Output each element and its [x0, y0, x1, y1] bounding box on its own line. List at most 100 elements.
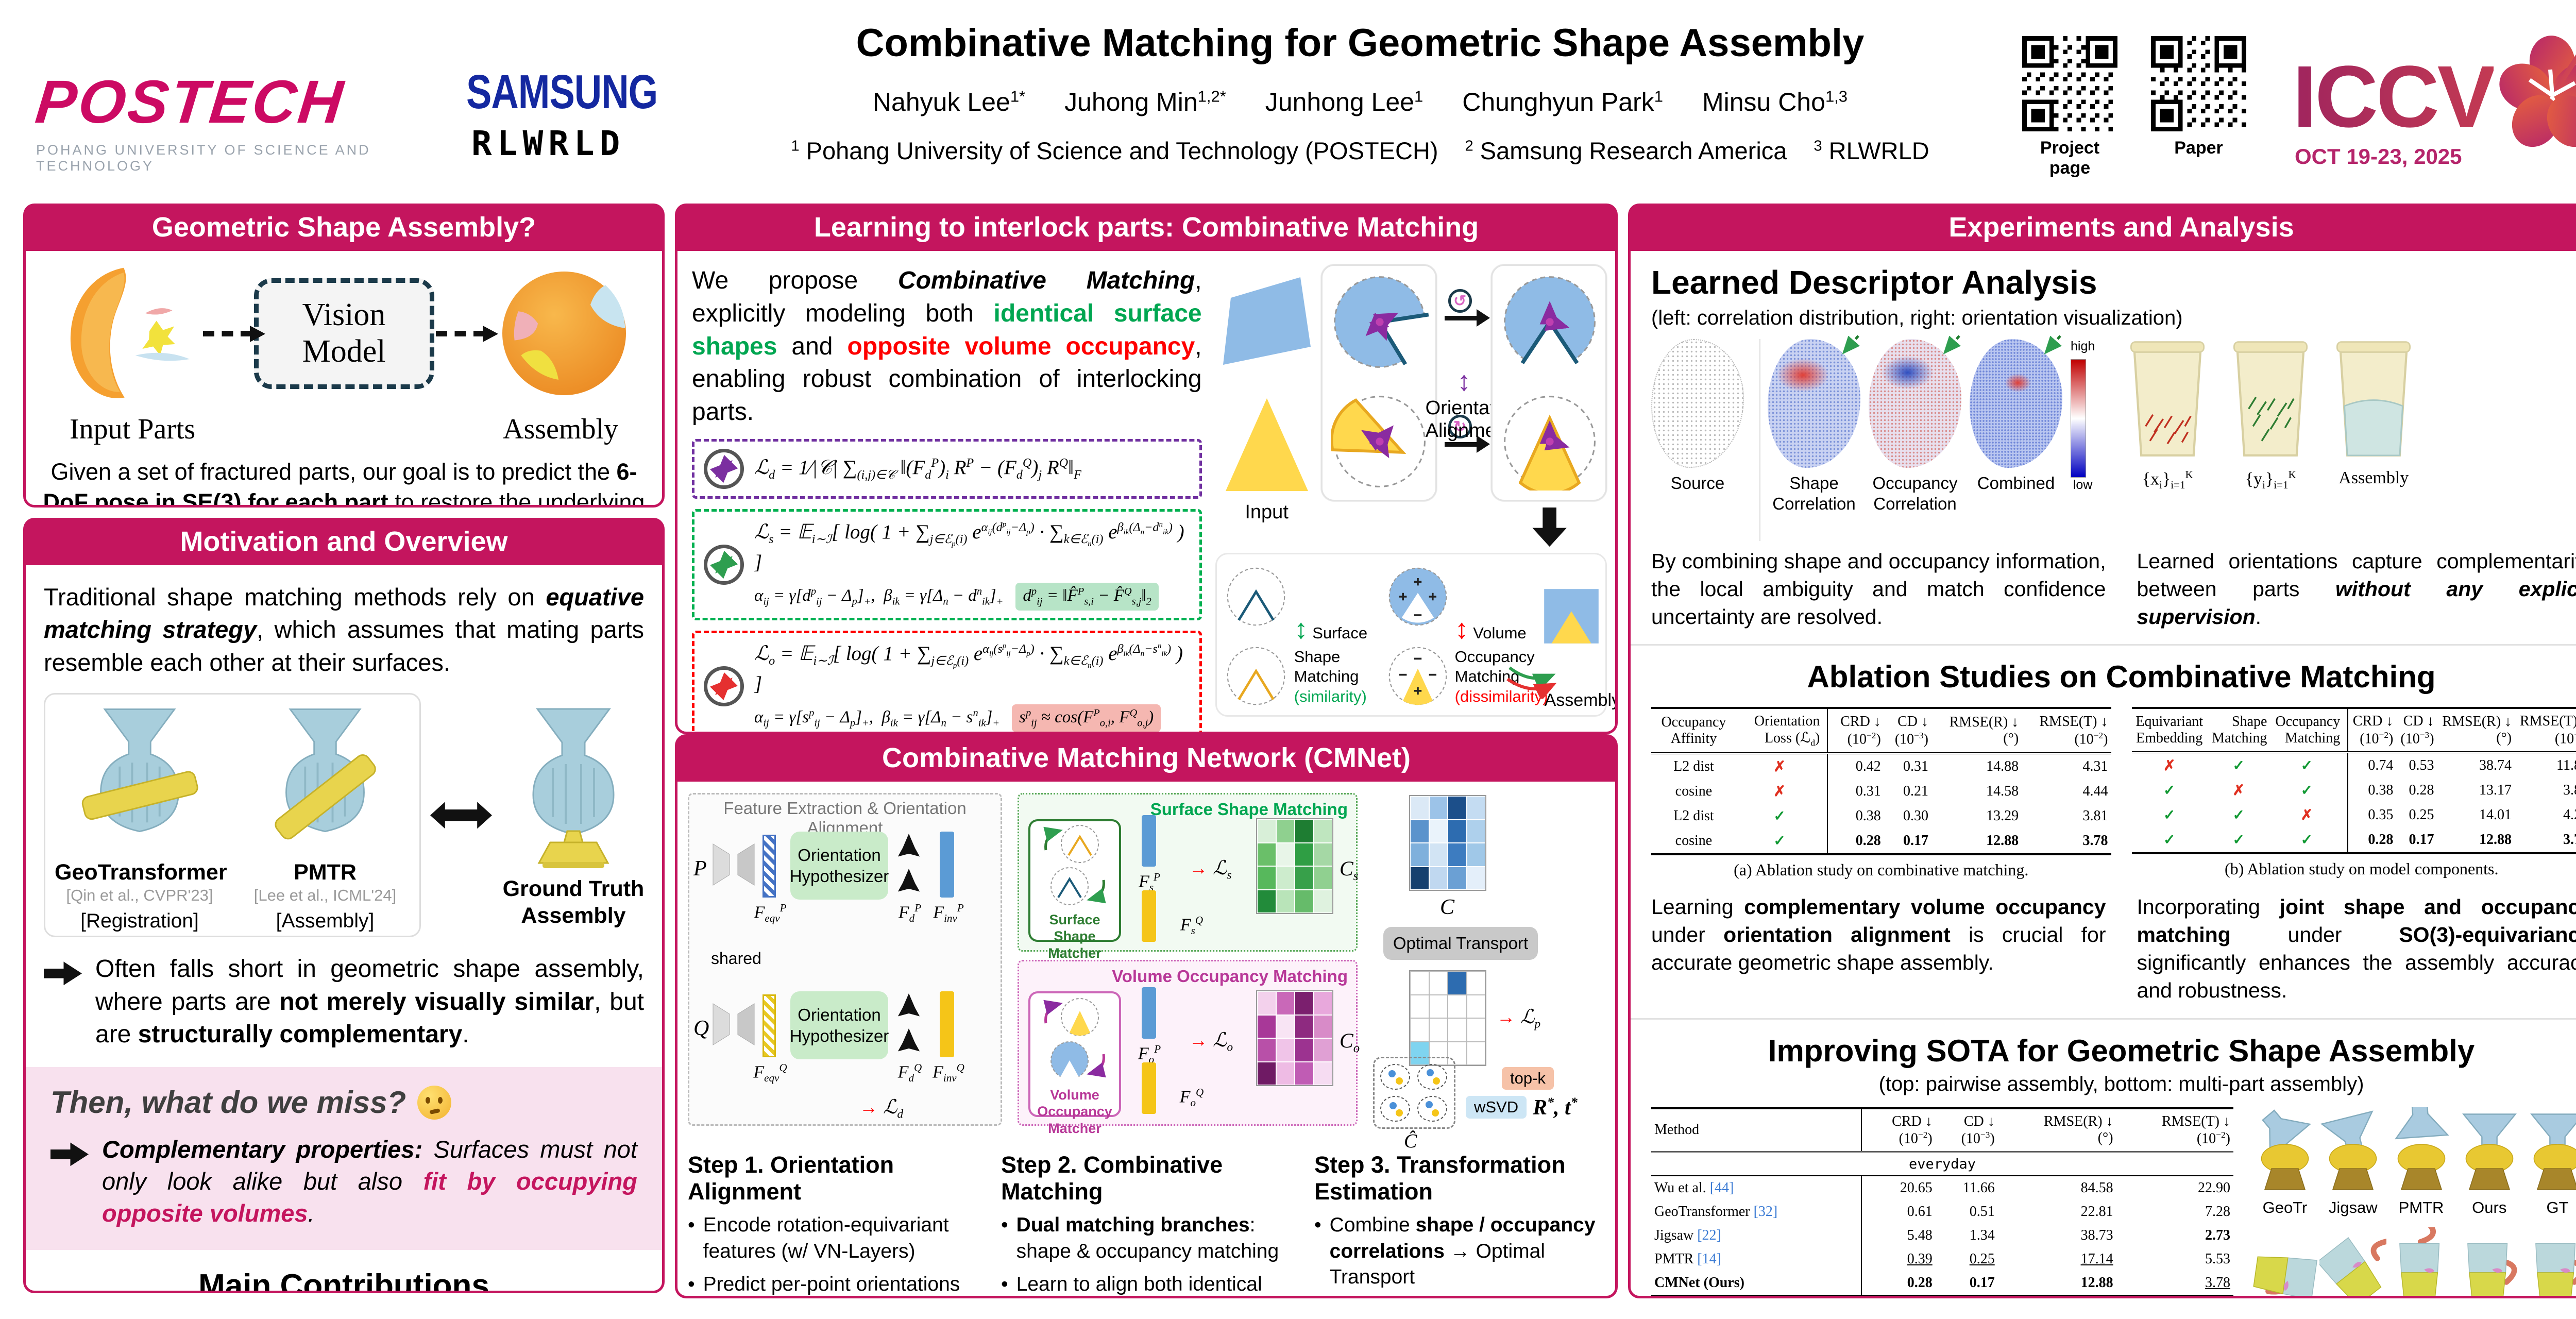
- purple-arrow-icon: [704, 449, 744, 489]
- table-cell: ✓: [2270, 778, 2349, 803]
- table-cell: 0.38: [1855, 808, 1881, 824]
- table-row: Wu et al. [44] 20.65 11.66 84.58 22.90: [1651, 1176, 2233, 1200]
- matrix-cell: [1429, 843, 1448, 867]
- table-cell: ✓: [2232, 807, 2245, 824]
- surface-shape-matcher-label: Surface Shape Matcher: [1048, 912, 1101, 961]
- method-tag: [Registration]: [80, 910, 199, 933]
- table-group-label: everyday: [1651, 1152, 2233, 1177]
- fo-p-label: FoP: [1138, 1043, 1161, 1066]
- align-arrow-p: [1444, 309, 1490, 327]
- fo-q-bar: [1142, 1062, 1156, 1114]
- section-body-motivation: Traditional shape matching methods rely …: [23, 565, 665, 1293]
- qr-project-label: Project page: [2040, 138, 2100, 178]
- fs-q-label: FsQ: [1180, 914, 1204, 937]
- vase-render-4: Ours: [2455, 1107, 2523, 1217]
- section-header-experiments: Experiments and Analysis: [1628, 204, 2576, 251]
- iccv-wordmark: ICCV: [2293, 46, 2496, 147]
- shared-label: shared: [711, 949, 761, 968]
- table-cell: 12.88: [1986, 833, 2019, 849]
- transport-matrix: [1409, 970, 1486, 1066]
- assembly-label: Assembly: [1544, 690, 1618, 710]
- poster-header: POSTECH POHANG UNIVERSITY OF SCIENCE AND…: [0, 0, 2576, 196]
- qr-code-paper: [2151, 36, 2246, 131]
- green-arrow-icon: [704, 545, 744, 585]
- part-pink-fragment: [145, 308, 173, 315]
- source-label: Source: [1670, 474, 1725, 493]
- table-cell: 0.28: [1855, 833, 1881, 849]
- occupancy-p-circle: [1388, 567, 1447, 626]
- arrow-to-model: [202, 325, 265, 342]
- table-cell: ✓: [2163, 783, 2176, 799]
- qr-paper-label: Paper: [2174, 138, 2223, 158]
- table-cell: ✗: [2163, 758, 2176, 774]
- matrix-cell: [1448, 796, 1467, 820]
- section-header-interlock: Learning to interlock parts: Combinative…: [675, 204, 1618, 251]
- motivation-paragraph: Traditional shape matching methods rely …: [44, 583, 645, 676]
- vase-image: [2462, 1113, 2517, 1190]
- affiliation: 1 Pohang University of Science and Techn…: [791, 137, 1438, 164]
- table-cell: GeoTransformer [32]: [1651, 1200, 1862, 1224]
- matrix-cell: [1313, 991, 1332, 1015]
- equation-ld: ℒd = 1⁄|𝒞| ∑(i,j)∈𝒞 ‖(FdP)i RP − (FdQ)j …: [754, 455, 1081, 482]
- matrix-cell: [1466, 819, 1485, 843]
- rotate-icon-p: ↺: [1448, 289, 1472, 313]
- method-step: Step 3. Transformation Estimation • Combin…: [1314, 1152, 1605, 1296]
- method-name: GeoTransformer: [55, 860, 227, 885]
- table-cell: 5.53: [2205, 1251, 2230, 1267]
- section-body-experiments: Learned Descriptor Analysis (left: corre…: [1628, 251, 2576, 1298]
- matrix-cell: [1257, 1014, 1276, 1038]
- finv-p-label: FinvP: [933, 902, 964, 925]
- column-header: RMSE(R) ↓ (°): [1997, 1109, 2116, 1154]
- fd-q-label: FdQ: [897, 1061, 922, 1085]
- table-cell: 3.86: [2563, 782, 2576, 799]
- source-pointcloud-image: [1651, 339, 1744, 468]
- matrix-cell: [1257, 1061, 1276, 1085]
- wsvd-label: wSVD: [1466, 1096, 1527, 1119]
- complementary-properties-text: Complementary properties: Surfaces must …: [102, 1136, 637, 1227]
- matrix-cell: [1410, 796, 1429, 820]
- author: Chunghyun Park1: [1462, 87, 1663, 116]
- part-blue-fragment: [135, 352, 190, 361]
- colorbar-gradient: [2071, 359, 2086, 478]
- shape-p-circle: [1227, 567, 1285, 626]
- table-cell: 14.01: [2479, 807, 2512, 823]
- lo-loss-label: → ℒo: [1189, 1029, 1233, 1054]
- feqv-q-label: FeqvQ: [753, 1061, 787, 1085]
- bullet-dot: •: [1001, 1214, 1008, 1236]
- table-cell: 0.30: [1903, 808, 1928, 824]
- matrix-cell: [1276, 1061, 1295, 1085]
- matrix-cell: [1448, 866, 1467, 890]
- p-label: P: [693, 857, 707, 881]
- pmtr-figure: PMTR [Lee et al., ICML'24] [Assembly]: [240, 702, 410, 933]
- table-row: ✗ ✓ ✓ 0.74 0.53 38.74 11.88: [2132, 752, 2576, 779]
- hibiscus-icon: [2499, 36, 2576, 147]
- orientation-hypothesizer-p: Orientation Hypothesizer: [790, 832, 889, 900]
- equivalence-arrow-icon: [430, 802, 492, 829]
- step-title: Step 2. Combinative Matching: [1001, 1152, 1223, 1205]
- part-p-aligned-circle: [1503, 276, 1596, 371]
- mug-image: [2535, 1243, 2576, 1296]
- table-cell: ✓: [2232, 758, 2245, 774]
- input-parts-image: [70, 267, 190, 398]
- input-shapes-image: [1223, 277, 1311, 491]
- iccv-logo: ICCV OCT 19-23, 2025 HONOLULU HAWAII: [2293, 23, 2576, 183]
- matrix-cell: [1295, 1038, 1314, 1062]
- input-parts-label: Input Parts: [70, 413, 196, 445]
- matrix-cell: [1313, 1038, 1332, 1062]
- fd-q-axes-icon: [897, 993, 920, 1052]
- table-cell: 0.17: [1969, 1275, 1995, 1291]
- table-cell: 0.42: [1855, 758, 1881, 775]
- cmnet-diagram: Feature Extraction & Orientation Alignme…: [688, 789, 1608, 1152]
- render-label: Jigsaw: [2328, 1198, 2378, 1216]
- matrix-cell: [1410, 1041, 1429, 1065]
- matching-panel: ↕ Surface Shape Matching (similarity) ↕: [1215, 553, 1618, 717]
- table-cell: Wu et al. [44]: [1651, 1176, 1862, 1200]
- equation-lo: ℒo = 𝔼i∼ℐ[ log( 1 + ∑j∈ℰp(i) eαij(spij−Δ…: [754, 642, 1183, 696]
- matrix-cell: [1429, 1041, 1448, 1065]
- render-label: GeoTr: [2262, 1198, 2308, 1216]
- matrix-cell: [1295, 1061, 1314, 1085]
- postech-subtitle: POHANG UNIVERSITY OF SCIENCE AND TECHNOL…: [36, 142, 371, 174]
- part-yellow-fragment: [142, 320, 175, 356]
- surface-shape-matcher-box: Surface Shape Matcher: [1028, 819, 1121, 961]
- table-cell: 1.34: [1969, 1227, 1995, 1244]
